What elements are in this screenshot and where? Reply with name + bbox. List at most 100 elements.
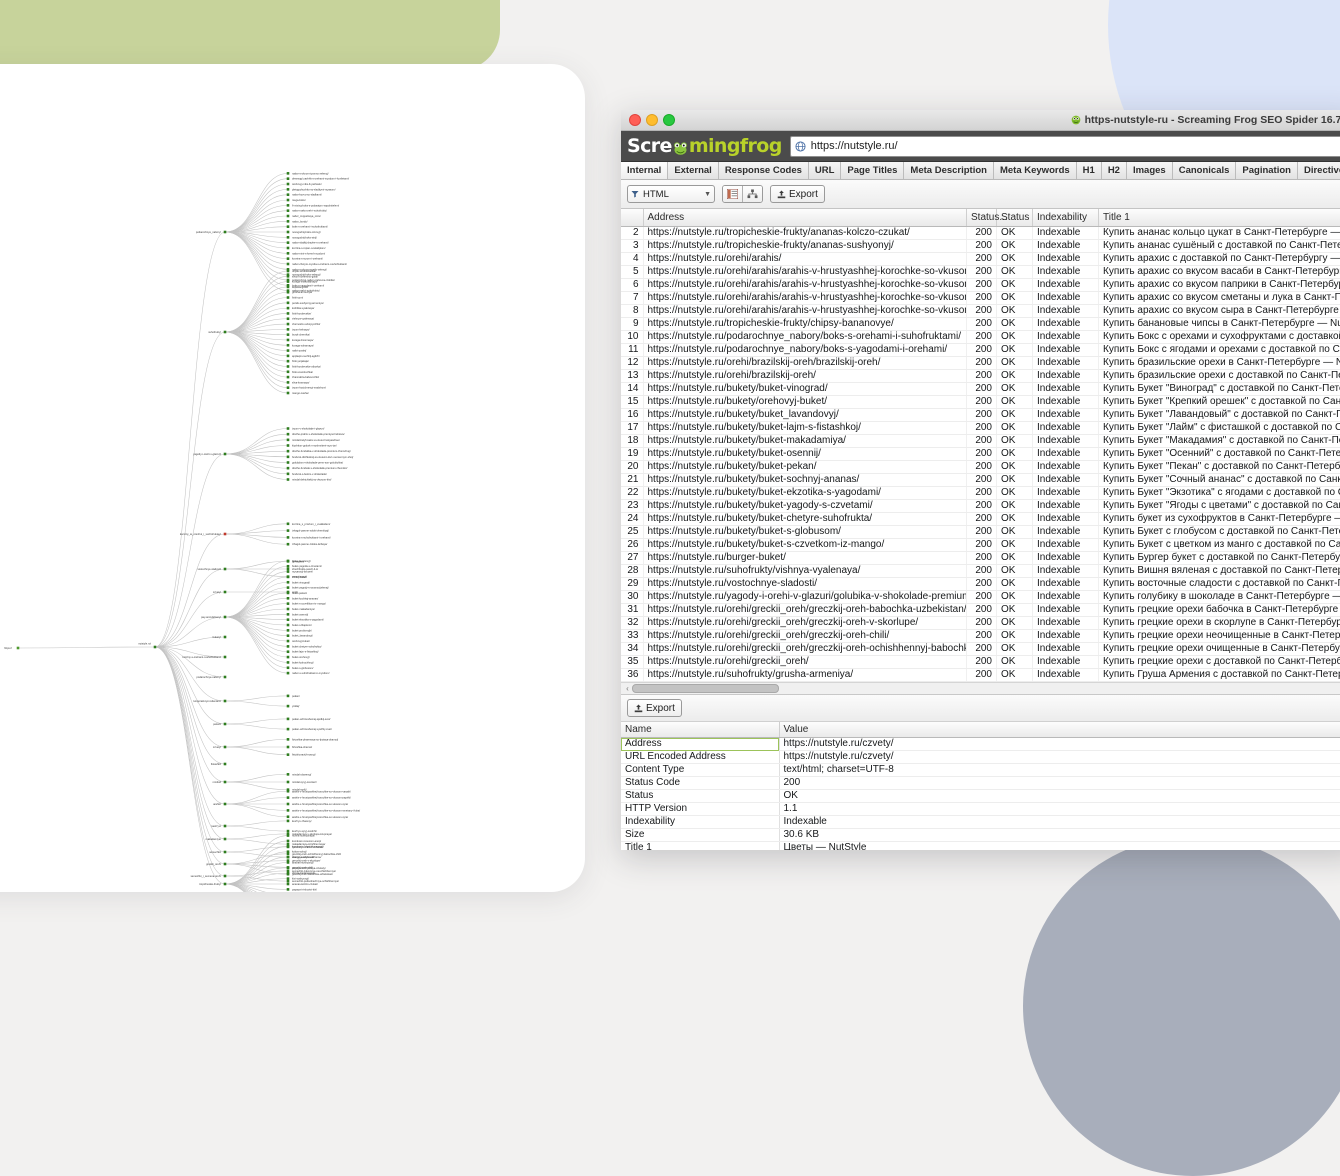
tree-leaf-node[interactable]	[287, 328, 290, 331]
grid-col-index[interactable]	[621, 209, 643, 227]
tab-meta-description[interactable]: Meta Description	[904, 162, 994, 179]
tree-leaf-node[interactable]	[287, 339, 290, 342]
tree-leaf-node[interactable]	[287, 252, 290, 255]
tree-branch-node[interactable]	[224, 331, 227, 334]
tree-leaf-node[interactable]	[287, 386, 290, 389]
tree-leaf-node[interactable]	[287, 478, 290, 481]
tree-leaf-node[interactable]	[287, 427, 290, 430]
tree-leaf-node[interactable]	[287, 204, 290, 207]
tree-leaf-node[interactable]	[287, 312, 290, 315]
tree-leaf-node[interactable]	[287, 529, 290, 532]
tree-leaf-node[interactable]	[287, 296, 290, 299]
tree-leaf-node[interactable]	[287, 349, 290, 352]
tree-leaf-node[interactable]	[287, 718, 290, 721]
tree-branch-node[interactable]	[224, 875, 227, 878]
tree-leaf-node[interactable]	[287, 461, 290, 464]
tree-leaf-node[interactable]	[287, 820, 290, 823]
tree-leaf-node[interactable]	[287, 746, 290, 749]
tree-leaf-node[interactable]	[287, 543, 290, 546]
tree-leaf-node[interactable]	[287, 220, 290, 223]
tree-hub-node[interactable]	[154, 646, 157, 649]
tree-leaf-node[interactable]	[287, 672, 290, 675]
tree-leaf-node[interactable]	[287, 781, 290, 784]
tree-leaf-node[interactable]	[287, 834, 290, 837]
tree-leaf-node[interactable]	[287, 888, 290, 891]
tree-leaf-node[interactable]	[287, 586, 290, 589]
tree-leaf-node[interactable]	[287, 773, 290, 776]
tree-branch-node[interactable]	[224, 591, 227, 594]
tree-leaf-node[interactable]	[287, 291, 290, 294]
grid-col-indexability[interactable]: Indexability	[1033, 209, 1099, 227]
tree-leaf-node[interactable]	[287, 381, 290, 384]
tree-leaf-node[interactable]	[287, 728, 290, 731]
tab-pagination[interactable]: Pagination	[1236, 162, 1298, 179]
tree-leaf-node[interactable]	[287, 796, 290, 799]
tree-branch-node[interactable]	[224, 676, 227, 679]
tree-leaf-node[interactable]	[287, 640, 290, 643]
tree-branch-node[interactable]	[224, 723, 227, 726]
tree-leaf-node[interactable]	[287, 803, 290, 806]
tree-leaf-node[interactable]	[287, 870, 290, 873]
tab-response-codes[interactable]: Response Codes	[719, 162, 809, 179]
tree-branch-node[interactable]	[224, 763, 227, 766]
tree-leaf-node[interactable]	[287, 634, 290, 637]
tree-branch-node[interactable]	[224, 533, 227, 536]
tree-branch-node[interactable]	[224, 863, 227, 866]
tree-root-node[interactable]	[17, 647, 20, 650]
tree-leaf-node[interactable]	[287, 705, 290, 708]
view-mode-buttons[interactable]	[722, 185, 763, 203]
tree-leaf-node[interactable]	[287, 275, 290, 278]
tree-leaf-node[interactable]	[287, 439, 290, 442]
tree-leaf-node[interactable]	[287, 355, 290, 358]
tree-leaf-node[interactable]	[287, 624, 290, 627]
tree-leaf-node[interactable]	[287, 883, 290, 886]
tree-branch-node[interactable]	[224, 636, 227, 639]
tree-leaf-node[interactable]	[287, 645, 290, 648]
tree-leaf-node[interactable]	[287, 629, 290, 632]
tree-leaf-node[interactable]	[287, 845, 290, 848]
tree-leaf-node[interactable]	[287, 536, 290, 539]
tree-leaf-node[interactable]	[287, 576, 290, 579]
tree-leaf-node[interactable]	[287, 523, 290, 526]
tree-leaf-node[interactable]	[287, 270, 290, 273]
tree-leaf-node[interactable]	[287, 302, 290, 305]
tree-leaf-node[interactable]	[287, 597, 290, 600]
tab-directives[interactable]: Directives	[1298, 162, 1340, 179]
tree-branch-node[interactable]	[224, 838, 227, 841]
tree-leaf-node[interactable]	[287, 695, 290, 698]
tree-leaf-node[interactable]	[287, 344, 290, 347]
tree-leaf-node[interactable]	[287, 602, 290, 605]
tree-branch-node[interactable]	[224, 453, 227, 456]
tree-branch-node[interactable]	[224, 825, 227, 828]
tree-leaf-node[interactable]	[287, 570, 290, 573]
tree-leaf-node[interactable]	[287, 790, 290, 793]
tree-leaf-node[interactable]	[287, 656, 290, 659]
tree-leaf-node[interactable]	[287, 661, 290, 664]
list-view-icon[interactable]	[723, 186, 743, 202]
tree-leaf-node[interactable]	[287, 473, 290, 476]
tree-leaf-node[interactable]	[287, 177, 290, 180]
html-filter-dropdown[interactable]: HTML ▼	[627, 185, 715, 203]
